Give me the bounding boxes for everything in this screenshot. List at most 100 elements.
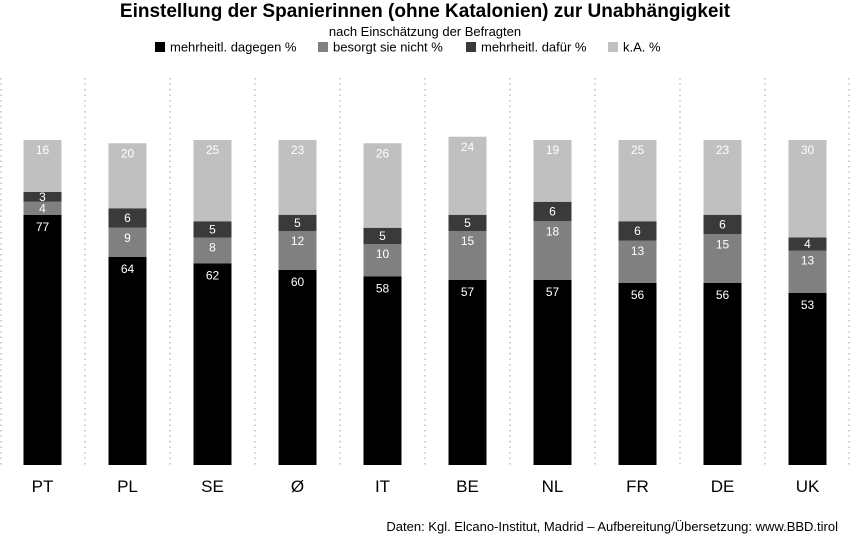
bar-segment [193,263,232,465]
bar-segment [533,221,572,280]
data-label: 19 [546,143,560,157]
source-note: Daten: Kgl. Elcano-Institut, Madrid – Au… [386,519,838,534]
data-label: 5 [294,216,301,230]
data-label: 9 [124,231,131,245]
data-label: 56 [631,288,645,302]
bar-segment [703,140,742,215]
category-label: DE [711,477,735,496]
data-label: 18 [546,224,560,238]
category-label: IT [375,477,390,496]
bar-segment [533,201,572,222]
bar-segment [23,201,62,215]
bar-segment [193,140,232,222]
bar-stack: 64 9 6 20 [108,143,147,465]
data-label: 6 [634,224,641,238]
bar-segment [618,221,657,241]
bar-segment [533,140,572,202]
data-label: 5 [209,222,216,236]
data-label: 3 [39,190,46,204]
bar-stack: 56 15 6 23 [703,140,742,465]
data-label: 13 [801,254,815,268]
data-label: 57 [546,285,560,299]
bar-segment [618,140,657,222]
bar-segment [108,227,147,257]
bar-segment [363,276,402,465]
data-label: 60 [291,275,305,289]
category-label: NL [542,477,564,496]
bar-stack: 58 10 5 26 [363,143,402,465]
legend-label: mehrheitl. dafür % [481,40,587,55]
bar-stack: 56 13 6 25 [618,140,657,465]
category-label: PL [117,477,138,496]
bar-segment [448,279,487,465]
bar-segment [448,231,487,280]
bar-segment [23,192,62,202]
category-label: BE [456,477,479,496]
legend-swatch [608,42,618,52]
legend-label: mehrheitl. dagegen % [170,40,297,55]
category-label: UK [796,477,820,496]
data-label: 6 [549,205,556,219]
category-label: PT [32,477,54,496]
bar-segment [23,214,62,465]
bar-segment [23,140,62,192]
bar-stack: 57 15 5 24 [448,136,487,465]
category-labels: PT PL SE Ø IT BE NL FR DE UK [32,477,820,496]
bar-stack: 62 8 5 25 [193,140,232,465]
data-label: 77 [36,220,50,234]
bars-layer: 7743166496206285256012523581052657155245… [23,136,827,465]
bar-segment [193,221,232,238]
data-label: 20 [121,146,135,160]
bar-segment [788,140,827,238]
bar-segment [108,208,147,228]
data-label: 23 [291,143,305,157]
category-label: SE [201,477,224,496]
legend-label: k.A. % [623,40,661,55]
bar-stack: 57 18 6 19 [533,140,572,465]
bar-segment [533,279,572,465]
data-label: 10 [376,247,390,261]
legend-swatch [466,42,476,52]
data-label: 4 [804,237,811,251]
data-label: 53 [801,298,815,312]
bar-segment [363,143,402,228]
chart-subtitle: nach Einschätzung der Befragten [329,24,521,39]
data-label: 62 [206,269,220,283]
bar-segment [278,270,317,465]
bar-segment [193,237,232,264]
data-label: 6 [719,218,726,232]
category-label: FR [626,477,649,496]
data-label: 56 [716,288,730,302]
data-label: 30 [801,143,815,157]
bar-stack: 77 43 16 [23,140,62,465]
data-label: 4 [39,201,46,215]
bar-segment [788,292,827,465]
bar-segment [788,237,827,251]
data-label: 15 [716,237,730,251]
data-label: 5 [379,229,386,243]
data-label: 16 [36,143,50,157]
grid-separators [0,78,850,465]
data-label: 6 [124,211,131,225]
bar-segment [363,244,402,277]
bar-segment [278,214,317,231]
data-label: 8 [209,241,216,255]
bar-segment [448,136,487,215]
bar-segment [788,250,827,293]
legend-swatch [155,42,165,52]
bar-segment [363,227,402,244]
bar-stack: 53 13 4 30 [788,140,827,465]
legend-swatch [318,42,328,52]
data-label: 13 [631,244,645,258]
data-label: 58 [376,282,390,296]
bar-segment [108,143,147,209]
bar-segment [703,283,742,465]
legend-label: besorgt sie nicht % [333,40,443,55]
data-label: 26 [376,146,390,160]
data-label: 12 [291,234,305,248]
bar-segment [618,283,657,465]
legend: mehrheitl. dagegen % besorgt sie nicht % m… [155,40,661,55]
bar-segment [278,231,317,270]
